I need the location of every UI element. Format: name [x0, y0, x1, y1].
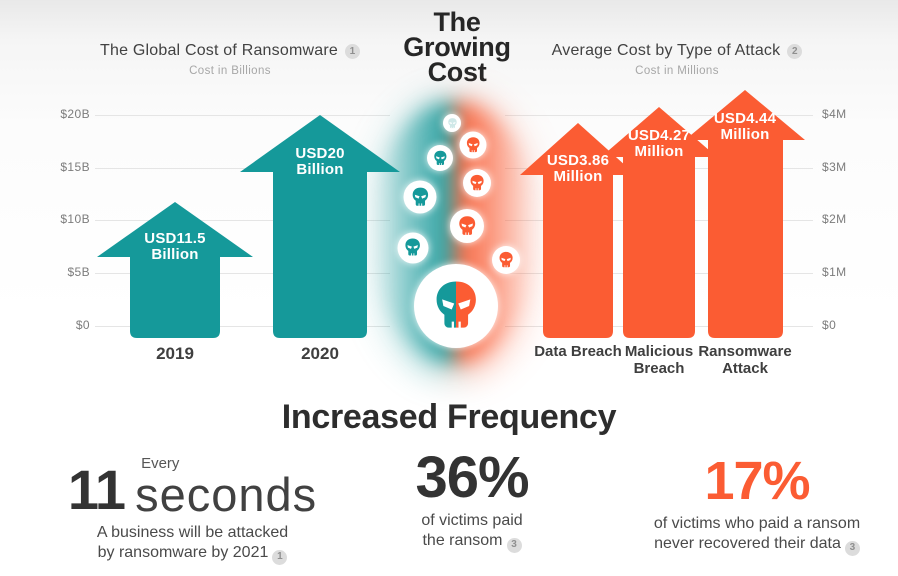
- stat-seconds-label: seconds: [135, 468, 318, 521]
- skull-icon: [403, 180, 437, 214]
- left-chart-header: The Global Cost of Ransomware 1 Cost in …: [80, 42, 380, 77]
- footnote-badge-2: 2: [787, 43, 803, 59]
- stat-caption: of victims paid the ransom 3: [372, 511, 572, 553]
- y-tick-left: $5B: [67, 265, 90, 279]
- value-label-malicious-breach: USD4.27 Million: [627, 127, 691, 160]
- footnote-badge-3: 3: [506, 537, 522, 553]
- bar-data-breach-arrow: [520, 123, 636, 338]
- x-label-data-breach: Data Breach: [534, 343, 622, 360]
- value-label-2020: USD20 Billion: [295, 145, 345, 178]
- bar-2020-arrow: [240, 115, 400, 338]
- right-chart-header: Average Cost by Type of Attack 2 Cost in…: [527, 42, 827, 77]
- stat-every-label: Every: [141, 455, 180, 472]
- y-tick-left: $10B: [60, 212, 90, 226]
- main-title: The Growing Cost: [377, 7, 537, 87]
- bar-2019-arrow: [97, 202, 253, 338]
- main-title-line-1: The: [433, 7, 481, 37]
- right-chart-subtitle: Cost in Millions: [635, 65, 719, 77]
- y-tick-left: $15B: [60, 160, 90, 174]
- left-chart-title: The Global Cost of Ransomware: [100, 42, 338, 59]
- right-chart-title: Average Cost by Type of Attack: [551, 42, 781, 59]
- skull-icon: [443, 114, 461, 132]
- y-tick-left: $0: [75, 318, 90, 332]
- stat-caption: A business will be attacked by ransomwar…: [40, 523, 345, 565]
- x-label-2019: 2019: [156, 344, 194, 363]
- gridline: [95, 168, 390, 169]
- value-label-ransomware-attack: USD4.44 Million: [713, 110, 777, 143]
- bar-ransomware-attack-arrow: [685, 90, 805, 338]
- y-tick-right: $0: [822, 318, 837, 332]
- footnote-badge-3: 3: [844, 540, 860, 556]
- left-chart-subtitle: Cost in Billions: [189, 65, 271, 77]
- frequency-heading: Increased Frequency: [281, 398, 617, 436]
- y-tick-right: $1M: [822, 265, 847, 279]
- x-label-2020: 2020: [301, 344, 339, 363]
- value-label-2019: USD11.5 Billion: [144, 230, 206, 263]
- gridline: [95, 220, 390, 221]
- skull-icon: [463, 169, 491, 197]
- x-label-ransomware-attack: Ransomware Attack: [698, 343, 792, 377]
- skull-icon: [492, 246, 520, 274]
- stat-caption: of victims who paid a ransom never recov…: [612, 514, 898, 556]
- footnote-badge-1: 1: [272, 549, 288, 565]
- y-tick-left: $20B: [60, 107, 90, 121]
- footnote-badge-1: 1: [344, 43, 360, 59]
- main-title-line-2: Growing: [403, 32, 511, 62]
- y-tick-right: $2M: [822, 212, 847, 226]
- stat-every-11-seconds: 11 Every seconds A business will be atta…: [40, 455, 345, 565]
- stat-36-percent: 36% of victims paid the ransom 3: [372, 445, 572, 553]
- skull-icon: [427, 145, 453, 171]
- gridline: [95, 326, 390, 327]
- x-label-malicious-breach: Malicious Breach: [624, 343, 694, 377]
- stat-number-17: 17%: [704, 451, 810, 511]
- skull-icon: [450, 209, 484, 243]
- skull-icon: [459, 131, 487, 159]
- stat-17-percent: 17% of victims who paid a ransom never r…: [612, 451, 898, 556]
- y-tick-right: $4M: [822, 107, 847, 121]
- value-label-data-breach: USD3.86 Million: [546, 152, 610, 185]
- gridline: [95, 273, 390, 274]
- stat-number-36: 36%: [415, 445, 529, 510]
- main-title-line-3: Cost: [427, 57, 487, 87]
- skull-icon: [397, 232, 429, 264]
- y-tick-right: $3M: [822, 160, 847, 174]
- main-skull-icon: [414, 264, 498, 348]
- gridline: [95, 115, 390, 116]
- bar-malicious-breach-arrow: [601, 107, 717, 338]
- stat-number-11: 11: [67, 458, 126, 521]
